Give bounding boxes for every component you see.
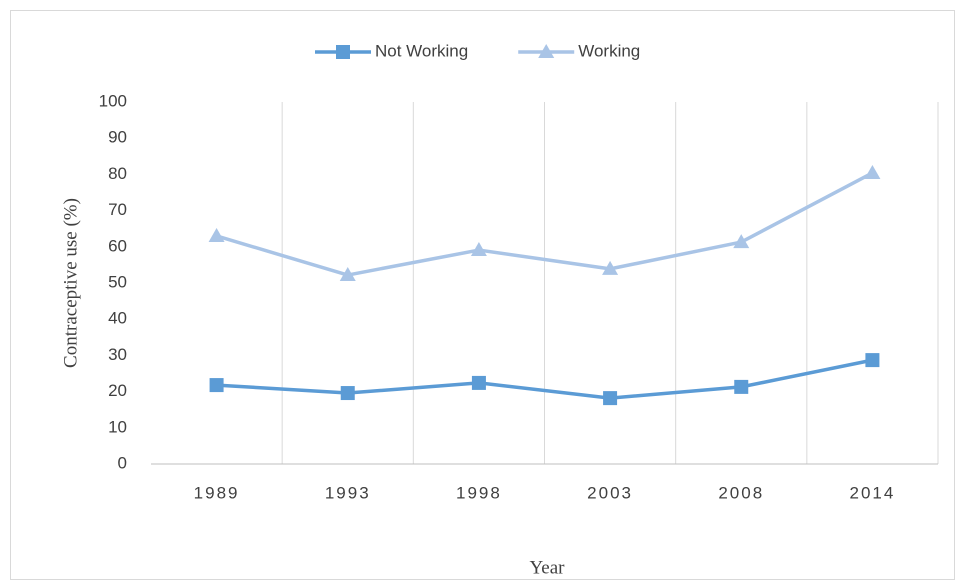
series-line [216, 358, 873, 400]
y-tick-label: 20 [108, 381, 127, 400]
y-tick-label: 80 [108, 164, 127, 183]
y-tick-label: 10 [108, 417, 127, 436]
x-tick-label: 1989 [194, 483, 240, 502]
point [603, 391, 618, 406]
y-tick-label: 30 [108, 345, 127, 364]
x-axis-title: Year [529, 557, 565, 578]
x-tick-label: 2008 [718, 483, 764, 502]
y-tick-label: 40 [108, 309, 127, 328]
point [471, 375, 486, 390]
legend-marker [538, 44, 555, 58]
y-tick-label: 90 [108, 128, 127, 147]
series-line [216, 171, 874, 277]
point [340, 386, 355, 401]
point [733, 234, 750, 249]
point [470, 242, 487, 257]
point [208, 227, 225, 242]
point [734, 379, 749, 394]
point [865, 353, 880, 368]
y-axis-title: Contraceptive use (%) [60, 198, 81, 368]
y-tick-label: 60 [108, 236, 127, 255]
y-tick-label: 0 [118, 453, 127, 472]
x-tick-label: 1993 [325, 483, 371, 502]
legend-label: Working [578, 41, 640, 60]
y-tick-label: 100 [99, 91, 127, 110]
y-tick-label: 70 [108, 200, 127, 219]
x-tick-label: 2014 [850, 483, 896, 502]
legend-marker [336, 45, 350, 59]
point [209, 378, 224, 393]
legend-label: Not Working [375, 41, 468, 60]
y-tick-label: 50 [108, 272, 127, 291]
x-tick-label: 1998 [456, 483, 502, 502]
point [864, 164, 881, 179]
point [602, 260, 619, 275]
chart-border [10, 10, 955, 580]
point [339, 267, 356, 282]
x-tick-label: 2003 [587, 483, 633, 502]
